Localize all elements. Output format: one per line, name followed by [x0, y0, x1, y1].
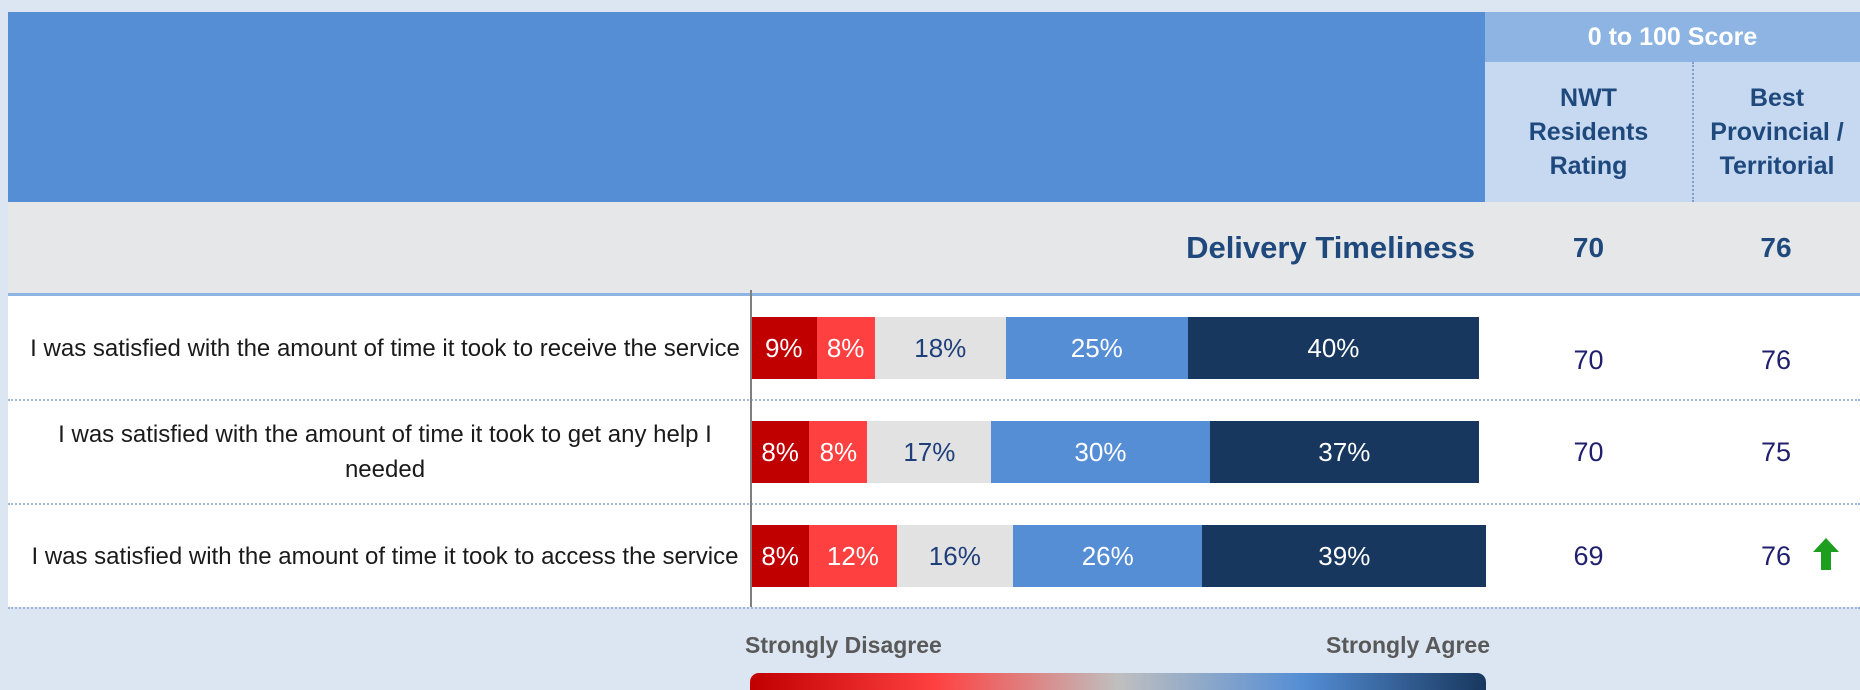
statement: I was satisfied with the amount of time …	[31, 542, 739, 570]
value-label: 40%	[1307, 333, 1360, 363]
score: 70	[1573, 345, 1604, 375]
bar-segment	[751, 421, 810, 483]
column-header: NWT Residents Rating	[1485, 62, 1692, 202]
bar-segment	[874, 317, 1006, 379]
section-score: 70	[1572, 232, 1605, 263]
legend-gradient	[750, 673, 1486, 690]
score: 69	[1573, 541, 1604, 571]
section-score: 76	[1760, 232, 1792, 263]
section-title: Delivery Timeliness	[1186, 230, 1475, 265]
bar-segment	[867, 421, 992, 483]
score: 76	[1760, 345, 1792, 375]
score-header: 0 to 100 Score	[1485, 12, 1860, 62]
bar-segment	[1187, 317, 1479, 379]
row-divider	[8, 503, 1860, 505]
value-label: 9%	[764, 333, 803, 363]
value-label: 18%	[914, 333, 967, 363]
score: 70	[1573, 437, 1604, 467]
value-label: 37%	[1318, 437, 1371, 467]
value-label: 30%	[1074, 437, 1127, 467]
bar-segment	[809, 525, 897, 587]
legend-label: Strongly Agree	[1325, 632, 1490, 658]
value-label: 8%	[819, 437, 858, 467]
section-row	[8, 202, 1860, 294]
value-label: 25%	[1070, 333, 1123, 363]
row-divider	[8, 607, 1860, 609]
value-label: 17%	[903, 437, 956, 467]
trend-arrow	[1813, 538, 1839, 570]
bar-segment	[896, 525, 1014, 587]
score: 75	[1760, 437, 1792, 467]
statement: I was satisfied with the amount of time …	[58, 421, 712, 483]
value-label: 8%	[761, 541, 799, 571]
bar-segment	[816, 317, 875, 379]
bar-segment	[751, 525, 810, 587]
column-header: Best Provincial / Territorial	[1692, 62, 1860, 202]
bar-segment	[809, 421, 868, 483]
bar-segment	[991, 421, 1210, 483]
bar-segment	[1209, 421, 1479, 483]
score: 76	[1760, 541, 1792, 571]
bar-segment	[1013, 525, 1203, 587]
statement: I was satisfied with the amount of time …	[30, 334, 740, 362]
value-label: 8%	[761, 437, 799, 467]
bar-segment	[751, 317, 817, 379]
bar-segment	[1202, 525, 1487, 587]
divider	[8, 293, 1860, 296]
value-label: 8%	[826, 333, 865, 363]
value-label: 16%	[928, 541, 981, 571]
value-label: 26%	[1081, 541, 1134, 571]
value-label: 39%	[1318, 541, 1371, 571]
value-label: 12%	[826, 541, 879, 571]
arrow-shape	[1813, 538, 1839, 570]
header-band	[8, 12, 1485, 202]
row-divider	[8, 399, 1860, 401]
axis-line	[750, 290, 752, 607]
legend-label: Strongly Disagree	[745, 632, 942, 658]
bar-segment	[1005, 317, 1188, 379]
